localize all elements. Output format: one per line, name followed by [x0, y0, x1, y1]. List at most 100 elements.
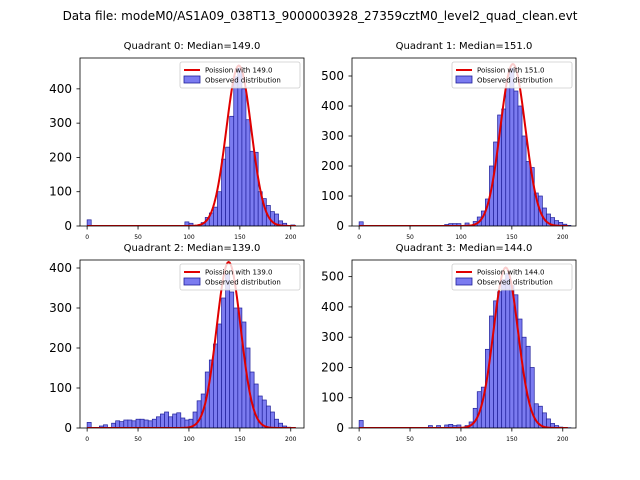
histogram-bar [196, 400, 202, 428]
histogram-bar [176, 412, 182, 428]
axes-frame [351, 259, 577, 429]
axes-frame [351, 57, 577, 227]
y-tick-label: 100 [49, 381, 72, 395]
histogram-bar [229, 291, 235, 428]
x-tick-label: 100 [455, 436, 467, 443]
quadrant-1-chart: Quadrant 1: Median=151.0 0 50 100 150 200 0 100… [321, 41, 577, 241]
plot-area [358, 62, 572, 226]
figure-title: Data file: modeM0/AS1A09_038T13_90000039… [63, 9, 578, 23]
histogram-bar [274, 213, 279, 226]
y-tick-label: 400 [49, 82, 72, 96]
histogram-bar [249, 150, 255, 226]
histogram-bar [533, 403, 539, 428]
y-tick-label: 400 [321, 300, 344, 314]
x-tick-label: 200 [285, 234, 297, 241]
plot-area [86, 260, 296, 428]
axes-frame [79, 57, 305, 227]
legend-label-fit: Poission with 149.0 [205, 67, 273, 75]
quadrant-1-title: Quadrant 1: Median=151.0 [396, 41, 533, 52]
y-tick-label: 300 [49, 301, 72, 315]
histogram-bar [225, 146, 231, 226]
histogram-bar [135, 418, 141, 428]
x-tick-label: 50 [406, 234, 414, 241]
histogram-bar [253, 151, 259, 226]
histogram-bar [225, 273, 231, 428]
histogram-bar [131, 420, 137, 428]
legend-label-observed: Observed distribution [477, 279, 553, 287]
quadrant-3-chart: Quadrant 3: Median=144.0 0 50 100 150 200 0 100… [321, 243, 577, 443]
histogram-bar [139, 418, 145, 428]
x-tick-label: 200 [557, 234, 569, 241]
y-tick-label: 500 [321, 270, 344, 284]
histogram-bar [278, 422, 283, 428]
axes-frame [79, 259, 305, 429]
y-tick-label: 0 [336, 421, 344, 435]
legend-label-fit: Poission with 151.0 [477, 67, 545, 75]
x-tick-label: 200 [285, 436, 297, 443]
histogram-bar [164, 411, 169, 428]
x-tick-label: 150 [234, 234, 246, 241]
histogram-bar [180, 417, 186, 428]
histogram-bar [168, 416, 174, 428]
histogram-bar [241, 88, 247, 226]
legend-box [179, 61, 301, 89]
legend: Poission with 151.0 Observed distribution [451, 61, 573, 89]
y-tick-label: 400 [321, 99, 344, 113]
x-tick-label: 200 [557, 436, 569, 443]
x-tick-label: 150 [234, 436, 246, 443]
legend-label-observed: Observed distribution [205, 77, 281, 85]
histogram-bar [261, 399, 267, 428]
histogram-bar [505, 273, 511, 428]
histogram-bar [233, 307, 239, 428]
histogram-bar [456, 223, 462, 226]
plot-area [86, 64, 296, 226]
legend-bar-swatch [183, 277, 201, 286]
histogram-bar [517, 105, 523, 226]
quadrant-3-title: Quadrant 3: Median=144.0 [396, 243, 533, 254]
x-tick-label: 100 [183, 436, 195, 443]
histogram-bar [245, 119, 251, 226]
legend: Poission with 139.0 Observed distribution [179, 263, 301, 291]
plot-area [358, 266, 572, 428]
x-tick-label: 0 [85, 436, 89, 443]
y-tick-label: 100 [321, 391, 344, 405]
histogram-bar [221, 297, 226, 428]
histogram-bar [237, 67, 243, 226]
histogram-bar [253, 383, 259, 428]
histogram-bar [497, 291, 503, 428]
histogram-bar [513, 90, 519, 226]
histogram-bar [221, 158, 226, 226]
legend-bar-swatch [183, 75, 201, 84]
histogram-bar [509, 285, 515, 428]
poisson-fit-line [359, 266, 568, 428]
y-tick-label: 500 [321, 69, 344, 83]
histogram-bar [509, 68, 515, 226]
x-tick-label: 150 [506, 234, 518, 241]
histogram-bar [123, 419, 129, 428]
histogram-bar [156, 416, 161, 428]
quadrant-0-title: Quadrant 0: Median=149.0 [124, 41, 261, 52]
histogram-bar [274, 418, 279, 428]
y-tick-label: 300 [321, 129, 344, 143]
legend-box [179, 263, 301, 291]
y-tick-label: 200 [49, 341, 72, 355]
legend-bar-swatch [455, 277, 473, 286]
y-tick-label: 100 [49, 185, 72, 199]
histogram-bar [217, 191, 222, 226]
histogram-bar [529, 367, 535, 428]
histogram-bar [217, 323, 222, 428]
legend-label-observed: Observed distribution [477, 77, 553, 85]
poisson-fit-line [87, 260, 296, 428]
x-tick-label: 50 [406, 436, 414, 443]
histogram-bar [358, 221, 364, 226]
legend-label-fit: Poission with 139.0 [205, 269, 273, 277]
histogram-bar [525, 161, 531, 226]
x-tick-label: 50 [134, 234, 142, 241]
histogram-bar [501, 108, 507, 226]
legend-label-observed: Observed distribution [205, 279, 281, 287]
x-tick-label: 0 [85, 234, 89, 241]
y-tick-label: 100 [321, 189, 344, 203]
histogram-bar [127, 419, 133, 428]
histogram-bar [151, 418, 157, 428]
